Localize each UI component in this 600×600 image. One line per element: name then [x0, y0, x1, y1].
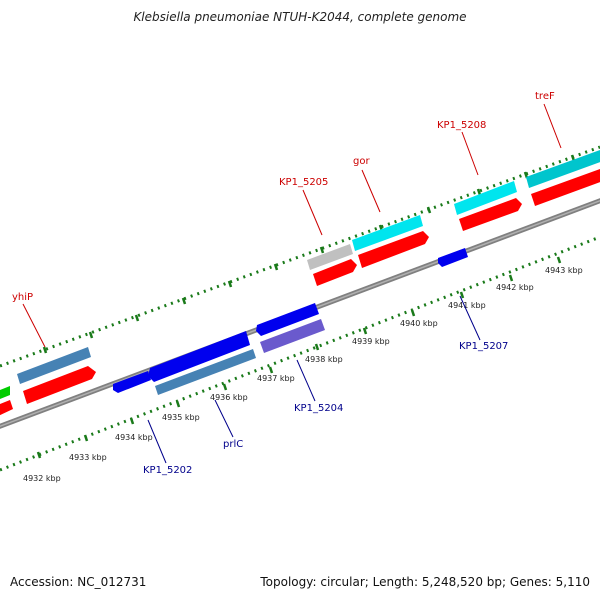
reverse-leader-lines	[147, 295, 481, 464]
gene-label-treF[interactable]: treF	[535, 91, 555, 102]
tick-label: 4937 kbp	[257, 374, 295, 383]
accession-text: Accession: NC_012731	[10, 575, 147, 589]
gene-blue[interactable]	[256, 303, 319, 336]
gene-KP1_5205[interactable]	[307, 244, 353, 270]
tick-label: 4935 kbp	[162, 413, 200, 422]
gene-label-KP1_5204[interactable]: KP1_5204	[294, 403, 343, 414]
gene-label-KP1_5208[interactable]: KP1_5208	[437, 120, 486, 131]
gene-label-KP1_5205[interactable]: KP1_5205	[279, 177, 328, 188]
forward-cds-track	[0, 169, 600, 416]
cds-red[interactable]	[358, 231, 429, 268]
cds-red[interactable]	[23, 366, 96, 404]
forward-leader-lines	[22, 103, 562, 348]
gene-label-KP1_5207[interactable]: KP1_5207	[459, 341, 508, 352]
map-title: Klebsiella pneumoniae NTUH-K2044, comple…	[133, 10, 467, 24]
tick-label: 4939 kbp	[352, 337, 390, 346]
gene-KP1_5208[interactable]	[454, 181, 517, 215]
gene-prlC-region[interactable]	[148, 331, 250, 382]
forward-gene-track	[0, 150, 600, 401]
reverse-track-ticks	[0, 235, 600, 472]
reverse-major-ticks	[36, 256, 562, 459]
cds-red[interactable]	[459, 198, 522, 231]
tick-label: 4933 kbp	[69, 453, 107, 462]
cds-red[interactable]	[0, 400, 13, 416]
tick-label: 4932 kbp	[23, 474, 61, 483]
reverse-gene-labels: KP1_5202 prlC KP1_5204 KP1_5207	[143, 341, 508, 476]
cds-red[interactable]	[313, 259, 357, 286]
forward-gene-labels: yhiP KP1_5205 gor KP1_5208 treF	[12, 91, 555, 303]
tick-label: 4943 kbp	[545, 266, 583, 275]
gene-green[interactable]	[0, 386, 10, 401]
tick-label: 4934 kbp	[115, 433, 153, 442]
gene-KP1_5202[interactable]	[155, 349, 256, 395]
gene-label-yhiP[interactable]: yhiP	[12, 292, 33, 303]
genome-summary-text: Topology: circular; Length: 5,248,520 bp…	[260, 575, 590, 589]
gene-KP1_5204[interactable]	[260, 319, 325, 353]
gene-treF[interactable]	[526, 150, 600, 188]
cds-red[interactable]	[531, 169, 600, 206]
gene-gor[interactable]	[352, 215, 423, 251]
gene-label-prlC[interactable]: prlC	[223, 439, 243, 450]
tick-labels: 4932 kbp 4933 kbp 4934 kbp 4935 kbp 4936…	[23, 266, 583, 483]
tick-label: 4941 kbp	[448, 301, 486, 310]
tick-label: 4942 kbp	[496, 283, 534, 292]
gene-KP1_5207[interactable]	[438, 248, 468, 267]
tick-label: 4938 kbp	[305, 355, 343, 364]
gene-label-gor[interactable]: gor	[353, 156, 370, 167]
gene-yhiP[interactable]	[17, 347, 91, 384]
reverse-gene-track	[113, 248, 468, 395]
tick-label: 4940 kbp	[400, 319, 438, 328]
gene-label-KP1_5202[interactable]: KP1_5202	[143, 465, 192, 476]
forward-track-ticks	[0, 145, 600, 368]
tick-label: 4936 kbp	[210, 393, 248, 402]
forward-major-ticks	[42, 154, 576, 354]
gene-blue[interactable]	[113, 371, 151, 393]
